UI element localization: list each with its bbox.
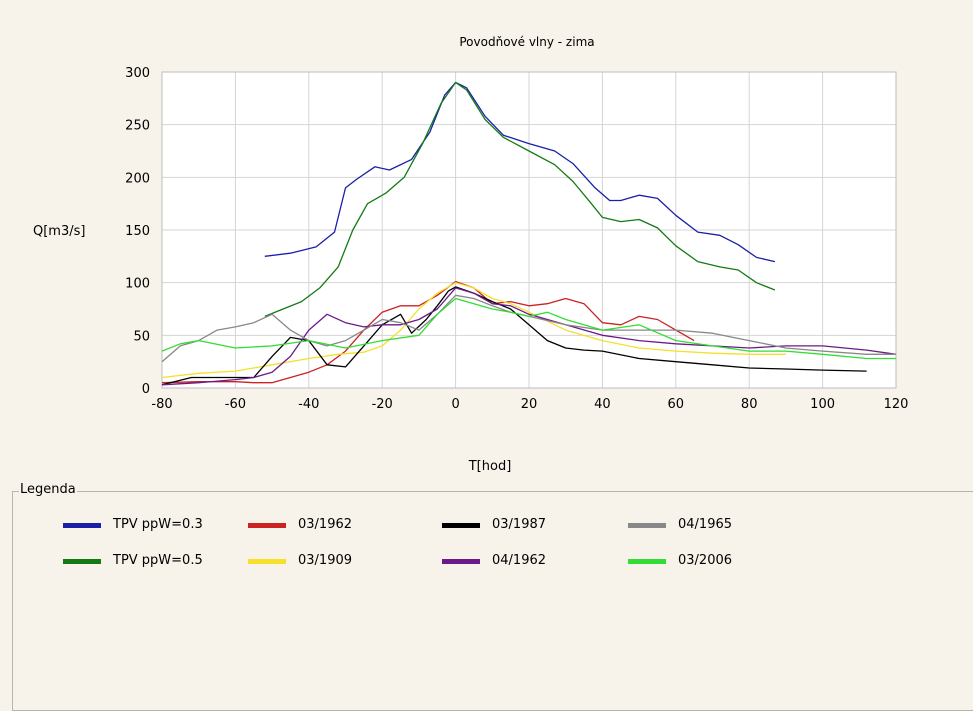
y-tick-label: 0 [142,382,150,397]
x-tick-label: 20 [521,397,538,412]
x-axis-label: T[hod] [468,459,512,474]
legend-swatch [442,559,480,564]
x-tick-label: 120 [884,397,909,412]
y-tick-label: 200 [125,171,150,186]
series-line [161,287,897,386]
x-tick-label: 40 [594,397,611,412]
y-tick-label: 50 [133,329,150,344]
legend-label: 03/1987 [492,517,547,532]
y-tick-label: 300 [125,66,150,81]
y-tick-label: 250 [125,119,150,134]
legend-swatch [628,523,666,528]
x-tick-label: 80 [741,397,758,412]
legend-item: 03/1962 [248,516,418,536]
legend-item: TPV ppW=0.3 [63,516,233,536]
series-group [161,81,897,386]
legend-label: 04/1965 [678,517,733,532]
x-tick-label: 60 [668,397,685,412]
legend-title: Legenda [19,482,77,497]
legend-item: 03/2006 [628,552,798,572]
legend-swatch [442,523,480,528]
legend-label: TPV ppW=0.5 [113,553,203,568]
y-axis-label: Q[m3/s] [33,224,85,239]
legend-label: 03/1909 [298,553,353,568]
plot-border [161,71,897,389]
chart-title: Povodňové vlny - zima [459,35,594,49]
legend-label: 03/2006 [678,553,733,568]
legend-swatch [248,559,286,564]
legend-label: 04/1962 [492,553,547,568]
legend-swatch [248,523,286,528]
legend-item: 04/1965 [628,516,798,536]
chart: -80 -60 -40 -20 0 20 40 60 80 100 120 0 50 100 150 200 2… [33,35,908,474]
x-tick-label: -40 [298,397,319,412]
legend-item: 03/1909 [248,552,418,572]
series-line [161,282,786,379]
legend-swatch [63,523,101,528]
series-line [161,286,867,386]
y-tick-label: 150 [125,224,150,239]
series-line [264,81,776,263]
legend-item: 03/1987 [442,516,612,536]
series-line [161,297,896,360]
tick-labels: -80 -60 -40 -20 0 20 40 60 80 100 120 0 50 100 150 200 2… [125,66,908,412]
y-tick-label: 100 [125,277,150,292]
legend-swatch [63,559,101,564]
x-tick-label: -20 [372,397,393,412]
legend-label: 03/1962 [298,517,353,532]
x-tick-label: -80 [151,397,172,412]
grid [161,71,897,389]
x-tick-label: -60 [225,397,246,412]
legend-swatch [628,559,666,564]
series-line [264,81,776,318]
legend-item: TPV ppW=0.5 [63,552,233,572]
x-tick-label: 100 [810,397,835,412]
legend-item: 04/1962 [442,552,612,572]
legend-label: TPV ppW=0.3 [113,517,203,532]
x-tick-label: 0 [451,397,459,412]
